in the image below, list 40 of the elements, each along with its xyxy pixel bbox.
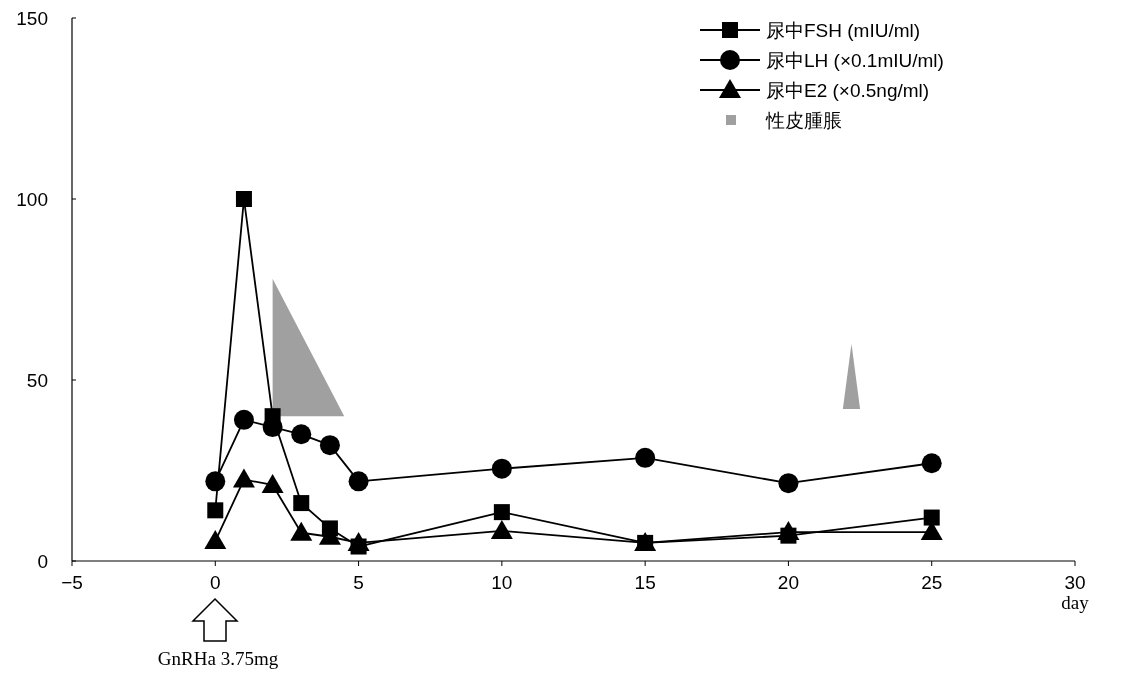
point	[491, 458, 512, 479]
point	[261, 473, 284, 493]
point	[777, 521, 800, 541]
point	[347, 531, 370, 551]
x-tick-label: 15	[634, 572, 656, 593]
x-tick-label: 10	[491, 572, 513, 593]
x-tick-label: 20	[777, 572, 799, 593]
y-tick-label: 150	[16, 8, 48, 29]
point	[493, 504, 510, 521]
point	[262, 417, 283, 438]
point	[319, 435, 340, 456]
point	[207, 502, 224, 519]
legend-label: 尿中E2 (×0.5ng/ml)	[766, 80, 930, 101]
point	[293, 495, 310, 512]
point	[235, 191, 252, 207]
x-tick-label: 5	[353, 572, 364, 593]
x-tick-label: 30	[1064, 572, 1086, 593]
x-tick-label: 0	[210, 572, 221, 593]
point	[233, 409, 254, 430]
point	[205, 471, 226, 492]
point	[778, 473, 799, 494]
y-tick-label: 100	[16, 189, 48, 210]
legend-label: 尿中FSH (mIU/ml)	[766, 20, 921, 41]
legend-label: 性皮腫脹	[765, 110, 842, 131]
x-tick-label: −5	[61, 572, 83, 593]
point	[204, 530, 227, 550]
x-axis-title: day	[1061, 592, 1090, 613]
y-tick-label: 50	[26, 370, 48, 391]
point	[291, 424, 312, 445]
text: GnRHa 3.75mg	[157, 648, 279, 669]
y-tick-label: 0	[37, 551, 48, 572]
point	[923, 509, 940, 526]
point	[490, 519, 513, 539]
legend-label: 尿中LH (×0.1mIU/ml)	[766, 50, 944, 71]
point	[635, 447, 656, 468]
x-tick-label: 25	[921, 572, 943, 593]
point	[921, 453, 942, 474]
point	[232, 468, 255, 488]
point	[348, 471, 369, 492]
point	[290, 521, 313, 541]
